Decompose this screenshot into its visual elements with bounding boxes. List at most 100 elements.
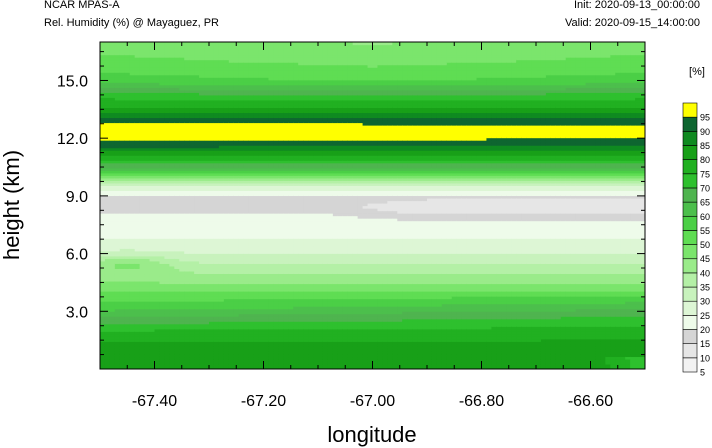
- rh-cell: [129, 220, 136, 224]
- rh-cell: [174, 323, 180, 327]
- rh-cell: [174, 172, 180, 176]
- rh-cell: [283, 275, 289, 280]
- rh-cell: [283, 306, 289, 310]
- rh-cell: [253, 162, 260, 166]
- rh-cell: [174, 122, 180, 126]
- rh-cell: [263, 326, 270, 330]
- rh-cell: [149, 119, 156, 124]
- rh-cell: [154, 104, 161, 108]
- rh-cell: [228, 157, 235, 161]
- rh-cell: [109, 72, 116, 76]
- rh-cell: [184, 72, 190, 76]
- rh-cell: [253, 245, 260, 249]
- rh-cell: [253, 79, 260, 83]
- rh-cell: [213, 52, 220, 56]
- rh-cell: [149, 112, 156, 116]
- rh-cell: [228, 215, 235, 219]
- rh-cell: [283, 59, 289, 63]
- rh-cell: [119, 268, 126, 272]
- rh-cell: [278, 150, 284, 154]
- rh-cell: [209, 220, 215, 224]
- rh-cell: [243, 253, 250, 257]
- rh-cell: [114, 313, 121, 317]
- rh-cell: [238, 162, 245, 166]
- rh-cell: [273, 240, 279, 244]
- rh-cell: [134, 336, 141, 340]
- rh-cell: [129, 112, 136, 116]
- rh-cell: [273, 69, 279, 73]
- rh-cell: [114, 165, 121, 169]
- rh-cell: [243, 233, 250, 237]
- rh-cell: [164, 165, 170, 169]
- rh-cell: [129, 157, 136, 161]
- rh-cell: [263, 225, 270, 229]
- rh-cell: [288, 361, 294, 365]
- rh-cell: [248, 235, 255, 239]
- rh-cell: [213, 67, 220, 71]
- rh-cell: [100, 263, 106, 267]
- rh-cell: [114, 230, 121, 234]
- rh-cell: [243, 180, 250, 184]
- rh-cell: [144, 114, 151, 119]
- rh-cell: [184, 59, 190, 63]
- rh-cell: [114, 275, 121, 280]
- rh-cell: [114, 54, 121, 58]
- rh-cell: [159, 326, 165, 330]
- rh-cell: [129, 273, 136, 277]
- rh-cell: [149, 348, 156, 352]
- rh-cell: [228, 172, 235, 176]
- rh-cell: [144, 102, 151, 106]
- rh-cell: [104, 47, 111, 51]
- rh-cell: [159, 112, 165, 116]
- rh-cell: [124, 278, 131, 282]
- rh-cell: [169, 235, 175, 239]
- rh-cell: [268, 321, 274, 325]
- rh-cell: [134, 152, 141, 156]
- rh-cell: [114, 298, 121, 302]
- rh-cell: [238, 87, 245, 91]
- rh-cell: [154, 102, 161, 106]
- rh-cell: [109, 42, 116, 46]
- rh-cell: [209, 79, 215, 83]
- rh-cell: [139, 180, 146, 184]
- rh-cell: [134, 175, 141, 179]
- rh-cell: [228, 363, 235, 368]
- rh-cell: [149, 99, 156, 103]
- rh-cell: [154, 130, 161, 134]
- rh-cell: [273, 119, 279, 124]
- rh-cell: [278, 248, 284, 252]
- rh-cell: [194, 318, 200, 322]
- rh-cell: [119, 333, 126, 337]
- rh-cell: [149, 291, 156, 295]
- rh-cell: [258, 49, 265, 53]
- rh-cell: [213, 109, 220, 114]
- rh-cell: [233, 180, 240, 184]
- rh-cell: [100, 313, 106, 317]
- rh-cell: [228, 175, 235, 179]
- rh-cell: [159, 273, 165, 277]
- rh-cell: [179, 104, 185, 108]
- rh-cell: [268, 165, 274, 169]
- rh-cell: [189, 240, 195, 244]
- rh-cell: [283, 331, 289, 335]
- rh-cell: [278, 119, 284, 124]
- rh-cell: [189, 107, 195, 111]
- rh-cell: [238, 49, 245, 53]
- rh-cell: [243, 182, 250, 186]
- rh-cell: [223, 119, 230, 124]
- rh-cell: [268, 316, 274, 320]
- rh-cell: [278, 215, 284, 219]
- rh-cell: [104, 205, 111, 209]
- rh-cell: [169, 119, 175, 124]
- rh-cell: [159, 316, 165, 320]
- rh-cell: [258, 147, 265, 151]
- rh-cell: [283, 291, 289, 295]
- rh-cell: [243, 250, 250, 254]
- rh-cell: [104, 109, 111, 114]
- rh-cell: [114, 79, 121, 83]
- rh-cell: [154, 127, 161, 131]
- rh-cell: [199, 202, 205, 207]
- rh-cell: [179, 79, 185, 83]
- rh-cell: [278, 165, 284, 169]
- rh-cell: [114, 250, 121, 254]
